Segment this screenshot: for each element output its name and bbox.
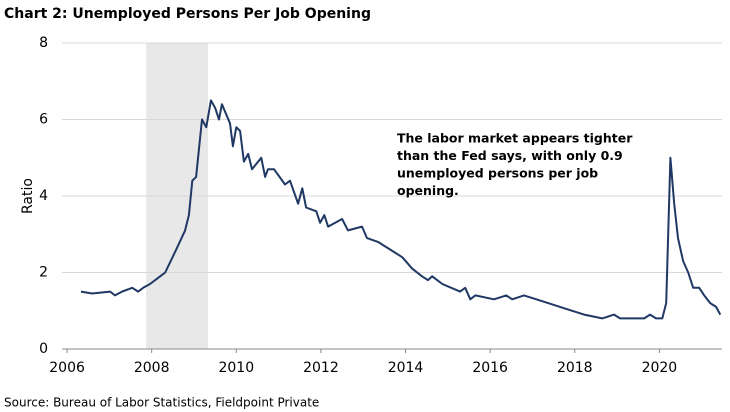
x-tick-label: 2020	[642, 360, 678, 376]
chart-title: Chart 2: Unemployed Persons Per Job Open…	[4, 6, 371, 22]
annotation-line: unemployed persons per job	[397, 166, 598, 181]
y-tick-label: 2	[39, 265, 48, 281]
x-tick-label: 2016	[472, 360, 508, 376]
annotation-line: opening.	[397, 183, 459, 198]
y-tick-label: 6	[39, 112, 48, 128]
annotation-line: than the Fed says, with only 0.9	[397, 148, 623, 163]
y-tick-label: 8	[39, 35, 48, 51]
x-tick-label: 2006	[49, 360, 85, 376]
y-tick-label: 4	[39, 188, 48, 204]
annotation-line: The labor market appears tighter	[397, 131, 633, 146]
x-tick-label: 2012	[303, 360, 339, 376]
y-axis-label: Ratio	[20, 178, 36, 214]
x-tick-label: 2008	[134, 360, 170, 376]
data-line	[80, 99, 722, 320]
source: Source: Bureau of Labor Statistics, Fiel…	[4, 396, 319, 410]
x-tick-label: 2014	[388, 360, 424, 376]
x-tick-label: 2010	[218, 360, 254, 376]
x-tick-label: 2018	[557, 360, 593, 376]
y-tick-label: 0	[39, 341, 48, 357]
